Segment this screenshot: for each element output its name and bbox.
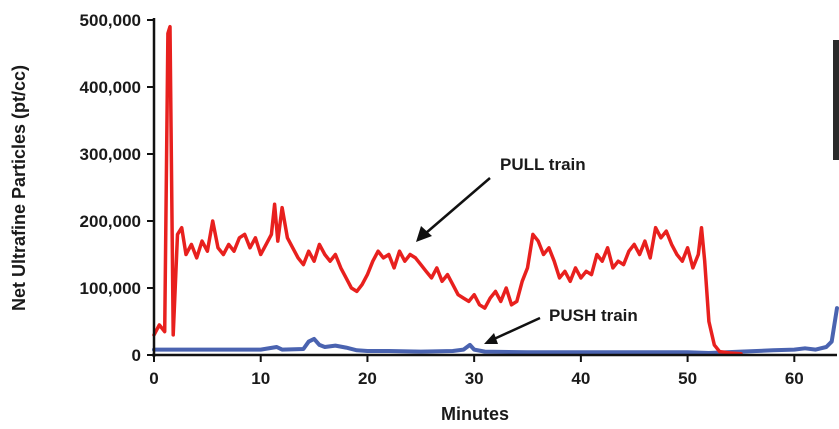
x-tick-label: 20: [358, 369, 377, 388]
y-tick-label: 200,000: [80, 212, 141, 231]
pull-arrow-line: [425, 177, 491, 234]
x-tick-label: 10: [251, 369, 270, 388]
y-tick-label: 100,000: [80, 279, 141, 298]
corner-photo-dark: [833, 40, 839, 160]
x-axis-ticks: 0 10 20 30 40 50 60: [149, 355, 804, 388]
pull-train-line: [152, 24, 743, 356]
push-arrow-head: [484, 333, 498, 344]
series-layer: [152, 24, 839, 356]
pull-arrow-head: [416, 226, 432, 242]
x-tick-label: 0: [149, 369, 158, 388]
pull-train-label: PULL train: [500, 155, 586, 174]
y-tick-label: 0: [132, 346, 141, 365]
push-arrow-line: [493, 316, 541, 341]
pull-annotation: PULL train: [416, 155, 586, 242]
push-train-label: PUSH train: [549, 306, 638, 325]
y-tick-label: 400,000: [80, 78, 141, 97]
y-tick-label: 500,000: [80, 11, 141, 30]
x-tick-label: 50: [678, 369, 697, 388]
x-tick-label: 30: [465, 369, 484, 388]
y-axis-ticks: 0 100,000 200,000 300,000 400,000 500,000: [80, 11, 154, 365]
push-train-line: [152, 306, 839, 355]
y-tick-label: 300,000: [80, 145, 141, 164]
push-annotation: PUSH train: [484, 306, 638, 344]
x-tick-label: 60: [785, 369, 804, 388]
x-tick-label: 40: [571, 369, 590, 388]
y-axis-title: Net Ultrafine Particles (pt/cc): [9, 65, 29, 311]
x-axis-title: Minutes: [441, 404, 509, 424]
